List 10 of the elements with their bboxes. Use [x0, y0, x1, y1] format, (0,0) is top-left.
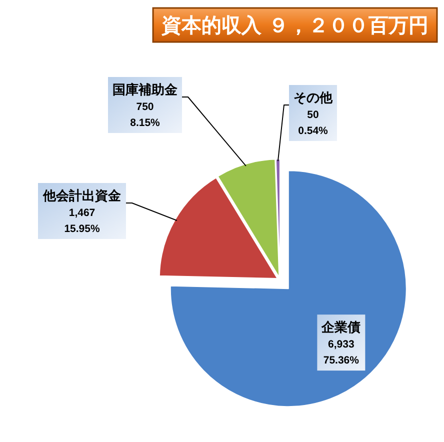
title: 資本的収入 ９，２００百万円: [152, 7, 438, 43]
slice-label: 他会計出資金: [42, 188, 122, 204]
data-label: 1,467 15.95%: [64, 207, 100, 235]
data-label: 6,933 75.36%: [323, 338, 360, 367]
slice-label: 企業債: [320, 320, 361, 336]
data-label: 50 0.54%: [298, 109, 329, 137]
slice-label: その他: [294, 91, 334, 106]
data-label: 750 8.15%: [130, 101, 161, 129]
slice-label: 国庫補助金: [112, 82, 178, 98]
chart-title: 資本的収入 ９，２００百万円: [160, 13, 428, 37]
